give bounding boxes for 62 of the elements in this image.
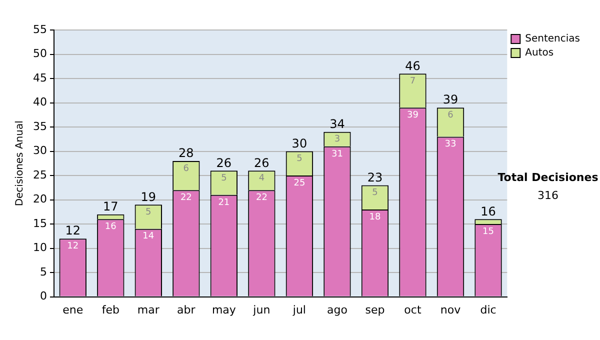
y-tick-label: 15 [32, 216, 47, 230]
x-tick-label: ene [62, 303, 84, 316]
y-tick-label: 5 [40, 265, 47, 278]
total-label: 34 [330, 116, 345, 131]
x-tick-label: mar [137, 303, 160, 316]
data-label: 5 [372, 188, 378, 198]
total-label: 28 [178, 146, 194, 160]
x-tick-label: nov [440, 303, 462, 316]
y-tick-label: 25 [32, 168, 47, 182]
x-tick-label: abr [177, 303, 196, 316]
x-tick-label: feb [102, 303, 120, 316]
data-label: 16 [104, 222, 117, 232]
y-axis-title: Decisiones Anual [14, 120, 26, 206]
total-label: 16 [480, 204, 496, 218]
data-label: 21 [218, 198, 230, 208]
data-label: 22 [180, 192, 192, 203]
data-label: 14 [142, 232, 154, 242]
y-tick-label: 20 [32, 192, 47, 206]
y-tick-label: 55 [32, 22, 47, 36]
data-label: 7 [410, 76, 416, 86]
data-label: 6 [448, 110, 454, 120]
x-tick-label: jul [292, 303, 306, 316]
y-tick-label: 40 [32, 96, 47, 109]
data-label: 6 [183, 164, 190, 174]
data-label: 15 [482, 226, 494, 237]
y-tick-label: 0 [40, 290, 47, 303]
total-label: 12 [65, 224, 81, 238]
total-label: 46 [405, 58, 420, 73]
data-label: 5 [296, 154, 302, 164]
total-label: 23 [367, 170, 383, 184]
total-label: 26 [216, 156, 232, 170]
x-tick-label: ago [326, 303, 348, 316]
x-tick-label: dic [480, 303, 496, 316]
data-label: 3 [334, 134, 340, 145]
y-tick-label: 50 [32, 47, 47, 60]
y-tick-label: 10 [32, 241, 47, 254]
text: 316 [538, 188, 558, 202]
data-label: 22 [256, 192, 268, 203]
x-tick-label: sep [365, 303, 385, 316]
x-tick-label: oct [404, 303, 422, 316]
y-tick-label: 45 [32, 71, 47, 84]
data-label: 4 [258, 174, 265, 184]
data-label: 12 [67, 241, 79, 252]
data-label: 39 [407, 110, 419, 120]
data-label: 31 [331, 149, 343, 160]
total-label: 30 [292, 136, 308, 150]
total-label: 26 [254, 156, 270, 170]
data-label: 5 [221, 174, 227, 184]
total-label: 17 [103, 199, 118, 214]
total-label: 39 [442, 92, 458, 107]
x-tick-label: jun [252, 303, 270, 316]
data-label: 5 [146, 207, 152, 218]
annotation: Total Decisiones [498, 170, 599, 184]
y-tick-label: 30 [32, 144, 47, 158]
data-label: 25 [294, 178, 306, 188]
data-label: 18 [369, 212, 381, 222]
y-tick-label: 35 [32, 120, 47, 133]
x-tick-label: may [212, 303, 236, 316]
legend-label: Sentencias [525, 34, 580, 45]
data-label: 33 [444, 140, 456, 150]
total-label: 19 [140, 190, 156, 204]
legend-label: Autos [525, 48, 554, 59]
